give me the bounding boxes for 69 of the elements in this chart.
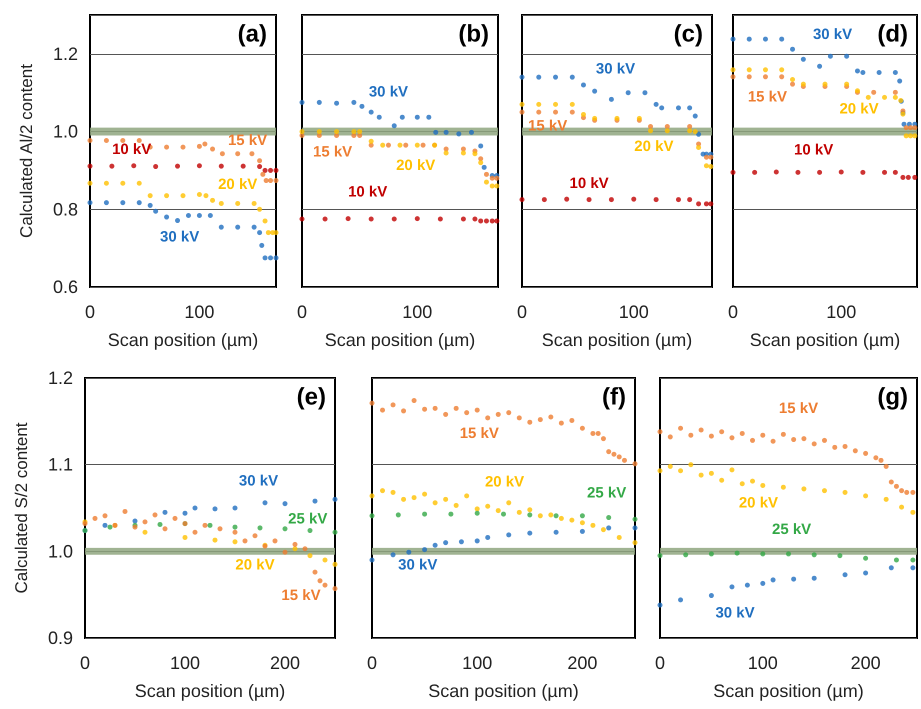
- y-tick-label: 1.2: [48, 368, 73, 388]
- series-label: 15 kV: [281, 587, 321, 604]
- series-label: 20 kV: [218, 176, 258, 193]
- series-label: 30 kV: [596, 60, 636, 78]
- series-label: 25 kV: [586, 484, 626, 502]
- series-label: 20 kV: [484, 474, 524, 490]
- series-label: 10 kV: [112, 140, 152, 158]
- x-tick-label: 0: [296, 302, 308, 322]
- series-label: 10 kV: [569, 174, 609, 192]
- x-tick-label: 0: [84, 302, 96, 322]
- x-tick-label: 0: [516, 302, 528, 322]
- y-tick-label: 0.6: [52, 277, 78, 297]
- y-axis-title: Calculated Al/2 content: [17, 64, 36, 238]
- y-tick-label: 0.9: [48, 628, 73, 648]
- y-axis-title: Calculated S/2 content: [12, 422, 31, 594]
- series-label: 20 kV: [839, 100, 879, 118]
- series-label: 15 kV: [778, 400, 818, 417]
- chart-title: (e): [296, 384, 326, 410]
- series-label: 20 kV: [396, 156, 436, 174]
- x-tick-label: 100: [748, 653, 778, 673]
- x-tick-label: 100: [184, 302, 214, 322]
- x-tick-label: 0: [728, 302, 738, 322]
- x-axis-title: Scan position (µm): [713, 681, 864, 701]
- y-tick-label: 1.0: [52, 122, 78, 142]
- y-tick-label: 1.2: [52, 44, 78, 64]
- series-label: 15 kV: [228, 132, 268, 149]
- series-label: 15 kV: [528, 118, 568, 135]
- series-label: 25 kV: [772, 521, 812, 538]
- x-tick-label: 100: [826, 302, 856, 322]
- series-label: 20 kV: [235, 556, 275, 574]
- y-tick-label: 0.8: [52, 199, 78, 220]
- chart-title: (d): [877, 20, 908, 48]
- chart-title: (g): [877, 384, 908, 410]
- chart-title: (c): [674, 20, 704, 48]
- series-label: 15 kV: [748, 88, 788, 106]
- x-tick-label: 0: [366, 653, 378, 673]
- x-tick-label: 200: [850, 653, 881, 673]
- series-label: 25 kV: [288, 510, 328, 528]
- chart-title: (a): [238, 20, 268, 48]
- chart-title: (f): [602, 384, 626, 410]
- y-tick-label: 1.0: [48, 541, 73, 562]
- x-tick-label: 100: [170, 653, 200, 673]
- x-axis-title: Scan position (µm): [428, 681, 579, 701]
- x-tick-label: 200: [270, 653, 300, 673]
- x-axis-title: Scan position (µm): [134, 681, 286, 701]
- x-axis-title: Scan position (µm): [324, 330, 476, 350]
- x-axis-title: Scan position (µm): [542, 330, 692, 350]
- series-label: 30 kV: [715, 604, 755, 622]
- series-label: 15 kV: [312, 144, 352, 161]
- series-label: 30 kV: [398, 556, 438, 574]
- x-tick-label: 0: [654, 653, 666, 673]
- y-tick-label: 1.1: [48, 454, 73, 475]
- series-label: 10 kV: [794, 142, 834, 159]
- series-label: 20 kV: [738, 494, 778, 512]
- x-tick-label: 100: [618, 302, 649, 322]
- x-tick-label: 100: [462, 653, 492, 673]
- x-tick-label: 100: [402, 302, 432, 322]
- series-label: 30 kV: [812, 26, 852, 43]
- series-label: 10 kV: [348, 184, 388, 201]
- series-label: 30 kV: [160, 228, 200, 246]
- series-label: 30 kV: [238, 472, 278, 490]
- series-label: 20 kV: [634, 138, 674, 155]
- series-label: 15 kV: [460, 424, 499, 442]
- x-axis-title: Scan position (µm): [108, 330, 258, 350]
- x-tick-label: 0: [80, 653, 90, 673]
- series-label: 30 kV: [368, 84, 408, 101]
- chart-title: (b): [458, 20, 490, 48]
- x-axis-title: Scan position (µm): [750, 330, 900, 350]
- x-tick-label: 200: [567, 653, 598, 673]
